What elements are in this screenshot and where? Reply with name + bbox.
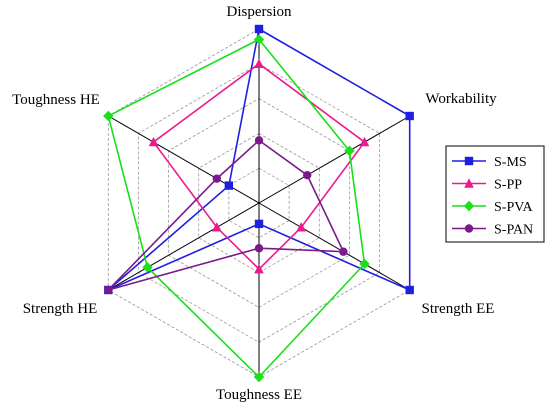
data-point bbox=[254, 58, 264, 68]
axis-spoke bbox=[258, 115, 410, 204]
data-point bbox=[104, 285, 113, 295]
data-point bbox=[359, 136, 370, 147]
data-point bbox=[359, 258, 370, 270]
legend-marker bbox=[464, 156, 474, 166]
data-point bbox=[254, 219, 264, 229]
data-point bbox=[142, 262, 153, 273]
legend-label: S-PAN bbox=[494, 223, 533, 238]
data-point bbox=[212, 174, 222, 183]
axis-spoke bbox=[108, 202, 260, 291]
data-point bbox=[254, 24, 264, 34]
legend-label: S-PP bbox=[494, 178, 522, 193]
radar-series bbox=[103, 24, 414, 383]
data-point bbox=[339, 247, 348, 256]
series-line bbox=[107, 38, 366, 379]
legend-item-s-ms: S-MS bbox=[452, 155, 527, 170]
legend-item-s-pan: S-PAN bbox=[452, 223, 533, 238]
axis-label: Toughness HE bbox=[12, 92, 100, 108]
axis-label: Strength EE bbox=[422, 301, 495, 317]
legend: S-MS S-PP S-PVA S-PAN bbox=[445, 145, 545, 243]
axis-label: Dispersion bbox=[227, 4, 292, 20]
radar-spokes bbox=[108, 29, 410, 377]
data-point bbox=[253, 34, 265, 45]
legend-item-s-pp: S-PP bbox=[452, 178, 522, 193]
axis-spoke bbox=[108, 115, 260, 204]
axis-label: Workability bbox=[425, 91, 497, 107]
data-point bbox=[148, 136, 159, 147]
data-point bbox=[212, 222, 222, 232]
data-point bbox=[344, 145, 355, 156]
data-point bbox=[405, 111, 414, 121]
legend-marker bbox=[464, 178, 474, 188]
data-point bbox=[254, 263, 264, 274]
axis-spoke bbox=[258, 202, 410, 291]
legend-box bbox=[445, 145, 545, 243]
axis-label: Strength HE bbox=[23, 301, 98, 317]
series-s-pan bbox=[104, 136, 348, 295]
axis-labels: Dispersion Workability Strength EE Toughnes… bbox=[12, 4, 497, 403]
legend-marker bbox=[463, 200, 475, 212]
series-s-pva bbox=[103, 34, 370, 383]
axis-label: Toughness EE bbox=[216, 387, 302, 403]
data-point bbox=[405, 285, 414, 295]
data-point bbox=[253, 371, 265, 383]
data-point bbox=[303, 170, 312, 180]
series-s-pp bbox=[148, 58, 370, 274]
data-point bbox=[224, 181, 234, 190]
legend-label: S-MS bbox=[494, 155, 527, 170]
data-point bbox=[296, 222, 306, 232]
data-point bbox=[254, 136, 264, 145]
data-point bbox=[103, 110, 114, 122]
legend-item-s-pva: S-PVA bbox=[452, 200, 534, 215]
legend-label: S-PVA bbox=[494, 200, 534, 215]
data-point bbox=[254, 244, 264, 253]
legend-marker bbox=[464, 224, 474, 233]
